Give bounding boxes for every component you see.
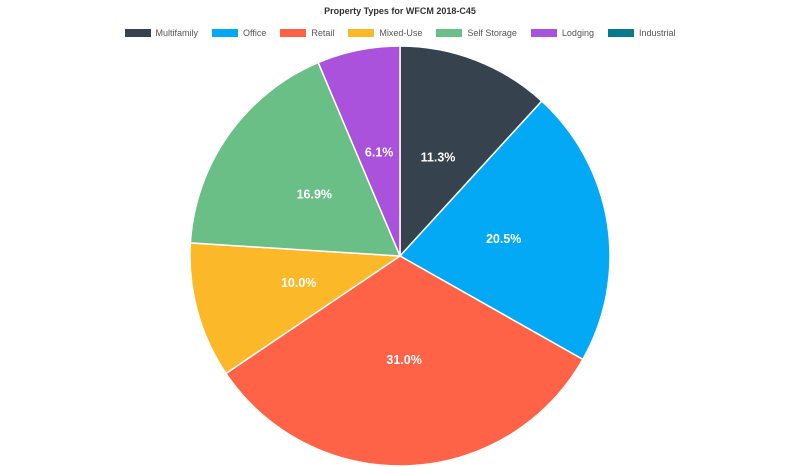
slice-label-mixed-use: 10.0% <box>281 276 316 290</box>
legend-item-lodging[interactable]: Lodging <box>530 28 594 38</box>
legend-label-multifamily: Multifamily <box>155 28 199 38</box>
legend-swatch-lodging <box>530 29 557 37</box>
legend-label-lodging: Lodging <box>561 28 594 38</box>
legend-item-self-storage[interactable]: Self Storage <box>436 28 517 38</box>
legend-swatch-office <box>212 29 239 37</box>
slice-label-self-storage: 16.9% <box>297 188 332 202</box>
legend-swatch-retail <box>280 29 307 37</box>
slice-label-retail: 31.0% <box>386 353 421 367</box>
legend-item-multifamily[interactable]: Multifamily <box>124 28 199 38</box>
legend-swatch-multifamily <box>124 29 151 37</box>
legend-item-office[interactable]: Office <box>212 28 266 38</box>
legend-item-mixed-use[interactable]: Mixed-Use <box>348 28 422 38</box>
pie-slice-multifamily[interactable] <box>399 45 543 258</box>
legend: Multifamily Office Retail Mixed-Use Self… <box>0 28 800 38</box>
pie-slice-retail[interactable] <box>224 255 584 467</box>
legend-label-industrial: Industrial <box>638 28 676 38</box>
slice-label-lodging: 6.1% <box>365 145 394 159</box>
legend-label-retail: Retail <box>311 28 335 38</box>
legend-label-mixed-use: Mixed-Use <box>379 28 423 38</box>
chart-title: Property Types for WFCM 2018-C45 <box>324 6 476 16</box>
pie-slice-mixed-use[interactable] <box>189 242 403 375</box>
legend-label-office: Office <box>243 28 267 38</box>
legend-swatch-mixed-use <box>348 29 375 37</box>
slice-label-multifamily: 11.3% <box>421 150 456 164</box>
pie-slice-lodging[interactable] <box>317 45 401 257</box>
legend-item-industrial[interactable]: Industrial <box>607 28 676 38</box>
legend-swatch-industrial <box>607 29 634 37</box>
pie-slice-office[interactable] <box>398 100 611 361</box>
legend-swatch-self-storage <box>436 29 463 37</box>
pie-slice-self-storage[interactable] <box>189 61 402 257</box>
legend-label-self-storage: Self Storage <box>467 28 517 38</box>
slice-label-office: 20.5% <box>486 232 521 246</box>
legend-item-retail[interactable]: Retail <box>280 28 334 38</box>
